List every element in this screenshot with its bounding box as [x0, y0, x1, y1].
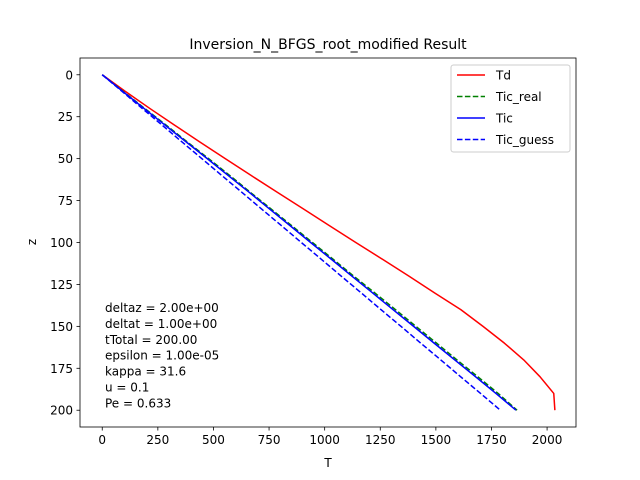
legend-label: Td	[495, 69, 511, 83]
legend-label: Tic_real	[495, 90, 542, 104]
x-tick-label: 2000	[532, 433, 563, 447]
parameter-line: deltaz = 2.00e+00	[105, 301, 219, 315]
legend-label: Tic_guess	[495, 133, 554, 147]
x-tick-label: 750	[258, 433, 281, 447]
y-tick-label: 0	[65, 68, 73, 82]
y-tick-label: 175	[50, 362, 73, 376]
parameter-annotations: deltaz = 2.00e+00 deltat = 1.00e+00 tTotal…	[105, 301, 219, 410]
parameter-line: u = 0.1	[105, 381, 149, 395]
y-tick-label: 100	[50, 236, 73, 250]
chart-title: Inversion_N_BFGS_root_modified Result	[189, 37, 467, 53]
y-tick-label: 25	[58, 110, 73, 124]
parameter-line: epsilon = 1.00e-05	[105, 349, 219, 363]
y-tick-label: 150	[50, 320, 73, 334]
y-axis-ticks: 0 25 50 75 100 125 150 175 200	[50, 68, 80, 418]
y-tick-label: 75	[58, 194, 73, 208]
x-axis-ticks: 0 250 500 750 1000 1250 1500 1750 2000	[98, 427, 562, 447]
legend-box	[450, 64, 571, 153]
x-axis-label: T	[323, 456, 332, 470]
series-lines	[101, 74, 556, 411]
y-axis-label: z	[25, 239, 39, 245]
series-line-td	[101, 74, 556, 411]
x-tick-label: 500	[202, 433, 225, 447]
parameter-line: deltat = 1.00e+00	[105, 317, 217, 331]
parameter-line: Pe = 0.633	[105, 396, 171, 410]
x-tick-label: 1250	[365, 433, 396, 447]
legend-label: Tic	[495, 112, 513, 126]
legend: Td Tic_real Tic Tic_guess	[450, 64, 571, 153]
x-tick-label: 1500	[421, 433, 452, 447]
parameter-line: kappa = 31.6	[105, 365, 186, 379]
x-tick-label: 1000	[309, 433, 340, 447]
y-tick-label: 200	[50, 404, 73, 418]
x-tick-label: 0	[98, 433, 106, 447]
x-tick-label: 250	[146, 433, 169, 447]
x-tick-label: 1750	[476, 433, 507, 447]
y-tick-label: 50	[58, 152, 73, 166]
series-line-tic	[101, 74, 517, 411]
y-tick-label: 125	[50, 278, 73, 292]
parameter-line: tTotal = 200.00	[105, 333, 197, 347]
